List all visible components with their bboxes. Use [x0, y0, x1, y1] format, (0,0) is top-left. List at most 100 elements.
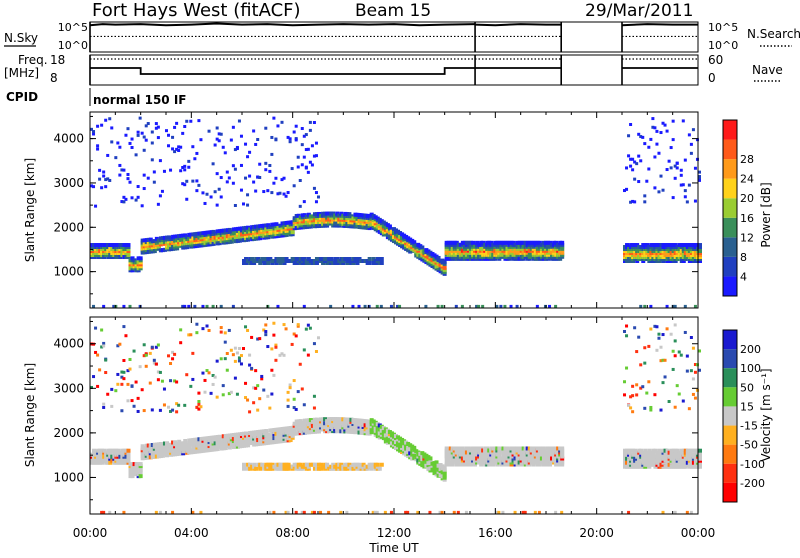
heatmap-cell: [262, 388, 266, 392]
heatmap-cell: [270, 438, 275, 443]
heatmap-cell: [160, 447, 165, 452]
heatmap-cell: [665, 304, 669, 308]
heatmap-cell: [379, 432, 384, 437]
ytick-label: 1000: [53, 470, 84, 484]
heatmap-cell: [270, 466, 275, 471]
heatmap-cell: [144, 449, 149, 454]
heatmap-cell: [683, 452, 688, 457]
heatmap-cell: [661, 243, 666, 248]
xtick-label: 12:00: [377, 526, 412, 540]
heatmap-cell: [471, 250, 476, 255]
heatmap-cell: [475, 456, 480, 461]
heatmap-cell: [321, 217, 326, 222]
heatmap-cell: [286, 464, 291, 469]
heatmap-cell: [426, 461, 431, 466]
heatmap-cell: [185, 373, 189, 377]
heatmap-cell: [199, 447, 204, 452]
heatmap-cell: [481, 246, 486, 251]
heatmap-cell: [458, 458, 463, 463]
heatmap-cell: [489, 252, 494, 257]
heatmap-cell: [505, 448, 510, 453]
heatmap-cell: [181, 445, 186, 450]
heatmap-cell: [647, 460, 652, 465]
heatmap-cell: [164, 129, 168, 133]
heatmap-cell: [294, 419, 299, 424]
heatmap-cell: [663, 358, 667, 362]
heatmap-cell: [406, 451, 411, 456]
heatmap-cell: [187, 440, 192, 445]
heatmap-cell: [537, 454, 542, 459]
heatmap-cell: [509, 448, 514, 453]
heatmap-cell: [434, 468, 439, 473]
heatmap-cell: [452, 450, 457, 455]
heatmap-cell: [199, 437, 204, 442]
heatmap-cell: [114, 156, 118, 160]
heatmap-cell: [367, 425, 372, 430]
heatmap-cell: [96, 450, 101, 455]
heatmap-cell: [158, 448, 163, 453]
heatmap-cell: [280, 178, 284, 182]
heatmap-cell: [505, 454, 510, 459]
heatmap-cell: [252, 180, 256, 184]
heatmap-cell: [554, 448, 559, 453]
heatmap-cell: [635, 393, 639, 397]
heatmap-cell: [335, 466, 340, 471]
heatmap-cell: [456, 242, 461, 247]
heatmap-cell: [345, 462, 350, 467]
heatmap-cell: [195, 322, 199, 326]
velocity-panel-frame: [89, 316, 699, 515]
heatmap-cell: [396, 229, 401, 234]
heatmap-cell: [377, 257, 382, 262]
heatmap-cell: [187, 304, 191, 308]
heatmap-cell: [698, 170, 701, 174]
heatmap-cell: [304, 464, 309, 469]
freq-right-label: Nave: [752, 63, 783, 77]
heatmap-cell: [649, 327, 653, 331]
heatmap-cell: [653, 155, 657, 159]
heatmap-cell: [687, 243, 692, 248]
heatmap-cell: [102, 243, 107, 248]
heatmap-cell: [106, 452, 111, 457]
heatmap-cell: [501, 462, 506, 467]
heatmap-cell: [321, 417, 326, 422]
heatmap-cell: [235, 226, 240, 231]
heatmap-cell: [233, 227, 238, 232]
heatmap-cell: [379, 428, 384, 433]
heatmap-cell: [276, 466, 281, 471]
heatmap-cell: [513, 458, 518, 463]
heatmap-cell: [162, 449, 167, 454]
heatmap-cell: [272, 430, 277, 435]
heatmap-cell: [343, 462, 348, 467]
heatmap-cell: [693, 454, 698, 459]
heatmap-cell: [266, 464, 271, 469]
heatmap-cell: [337, 466, 342, 471]
heatmap-cell: [645, 179, 649, 183]
heatmap-cell: [661, 458, 666, 463]
heatmap-cell: [280, 435, 285, 440]
heatmap-cell: [679, 259, 684, 263]
heatmap-cell: [262, 464, 267, 469]
heatmap-cell: [306, 462, 311, 467]
heatmap-cell: [497, 450, 502, 455]
heatmap-cell: [272, 510, 276, 514]
heatmap-cell: [412, 445, 417, 450]
heatmap-cell: [647, 253, 652, 258]
heatmap-cell: [173, 444, 178, 449]
heatmap-cell: [154, 510, 158, 514]
heatmap-cell: [387, 234, 392, 239]
heatmap-cell: [653, 460, 658, 465]
heatmap-cell: [505, 456, 510, 461]
heatmap-cell: [94, 460, 99, 465]
heatmap-cell: [677, 464, 682, 469]
heatmap-cell: [550, 242, 555, 247]
heatmap-cell: [152, 452, 157, 457]
heatmap-cell: [458, 446, 463, 451]
heatmap-cell: [203, 442, 208, 447]
heatmap-cell: [693, 363, 697, 367]
heatmap-cell: [181, 182, 185, 186]
heatmap-cell: [128, 462, 133, 467]
heatmap-cell: [464, 460, 469, 465]
heatmap-cell: [681, 464, 686, 469]
heatmap-cell: [183, 439, 188, 444]
heatmap-cell: [343, 417, 348, 422]
